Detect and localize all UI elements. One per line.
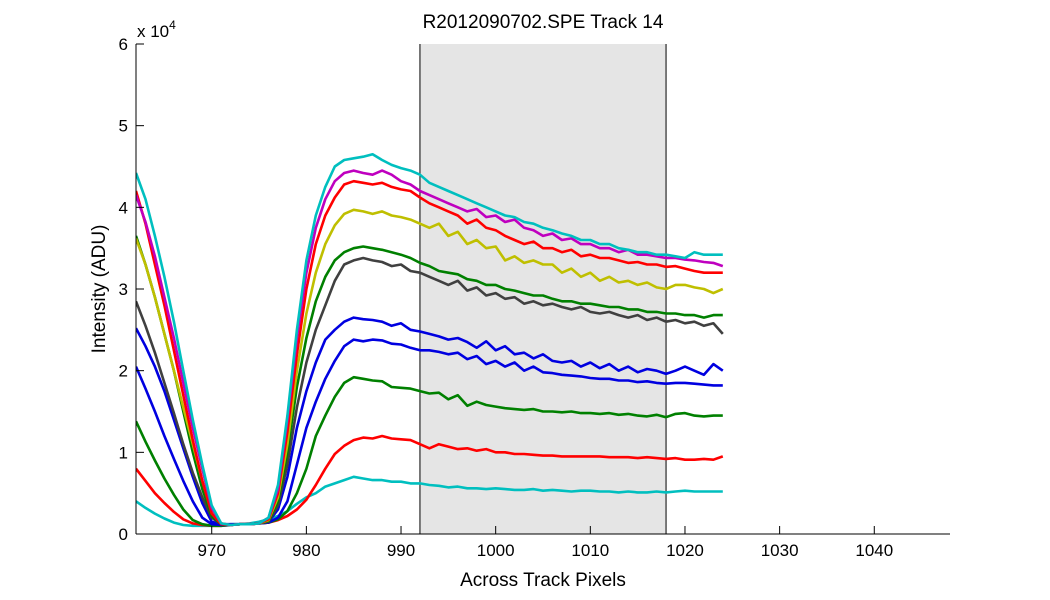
shaded-region-layer [419,44,667,534]
y-axis-label: Intensity (ADU) [89,225,110,354]
y-multiplier-exponent: 4 [169,18,176,32]
y-multiplier-label: x 104 [137,18,176,41]
x-tick-label: 1010 [571,541,609,560]
y-tick-label: 6 [119,35,128,54]
x-tick-label: 1040 [855,541,893,560]
y-tick-label: 0 [119,525,128,544]
y-tick-label: 4 [119,198,128,217]
y-tick-label: 3 [119,280,128,299]
y-tick-label: 1 [119,443,128,462]
x-tick-label: 1030 [761,541,799,560]
x-tick-label: 980 [292,541,320,560]
series-layer [136,153,724,528]
y-multiplier-base: x 10 [137,22,169,41]
x-tick-label: 1000 [477,541,515,560]
x-tick-label: 970 [198,541,226,560]
y-tick-label: 2 [119,362,128,381]
x-tick-label: 990 [387,541,415,560]
series-line-11 [136,153,723,527]
x-tick-label: 1020 [666,541,704,560]
x-axis-label: Across Track Pixels [460,570,626,591]
y-tick-label: 5 [119,117,128,136]
tick-layer: 970 980 990 1000 1010 1020 1030 1040 0 1 2 3 4 5 6 [119,35,894,560]
chart-title: R2012090702.SPE Track 14 [423,12,664,33]
shaded-region [419,44,667,534]
